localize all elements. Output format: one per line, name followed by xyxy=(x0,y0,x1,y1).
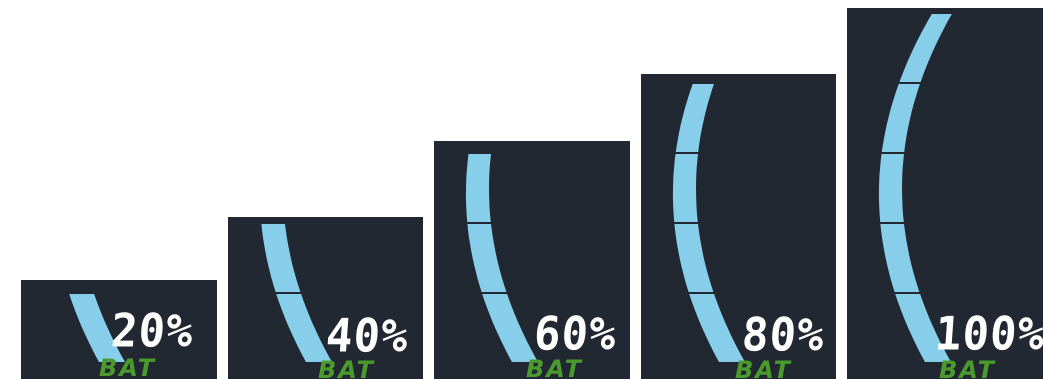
battery-bat-label: BAT xyxy=(526,355,583,379)
battery-segments xyxy=(261,224,332,362)
battery-segment xyxy=(69,294,125,362)
battery-percent-label: 100% xyxy=(933,307,1043,362)
battery-segment xyxy=(895,294,951,362)
battery-segment xyxy=(878,154,904,222)
battery-bat-label: BAT xyxy=(735,356,792,379)
battery-segments xyxy=(672,84,745,362)
battery-indicator-60: 60% BAT xyxy=(434,141,630,379)
battery-segment xyxy=(672,154,698,222)
battery-segment xyxy=(880,224,920,292)
battery-segment xyxy=(261,224,301,292)
battery-segment xyxy=(881,84,920,152)
battery-segment xyxy=(276,294,332,362)
battery-segments xyxy=(465,154,538,362)
battery-percent-label: 20% xyxy=(109,304,196,359)
battery-segment xyxy=(674,224,714,292)
battery-bat-label: BAT xyxy=(99,354,156,379)
battery-segment xyxy=(689,294,745,362)
battery-indicator-100: 100% BAT xyxy=(847,8,1043,379)
battery-indicator-40: 40% BAT xyxy=(228,217,423,379)
battery-bat-label: BAT xyxy=(318,356,375,379)
battery-indicator-20: 20% BAT xyxy=(21,280,217,379)
battery-bat-label: BAT xyxy=(939,356,996,379)
battery-segments xyxy=(878,14,952,362)
battery-segment xyxy=(467,224,507,292)
battery-indicator-80: 80% BAT xyxy=(641,74,836,379)
battery-segment xyxy=(675,84,714,152)
battery-percent-label: 60% xyxy=(532,307,619,362)
battery-segment xyxy=(482,294,538,362)
battery-segment xyxy=(465,154,491,222)
battery-segment xyxy=(899,14,952,82)
battery-percent-label: 40% xyxy=(324,309,411,364)
battery-segments xyxy=(69,294,125,362)
battery-percent-label: 80% xyxy=(740,308,827,363)
